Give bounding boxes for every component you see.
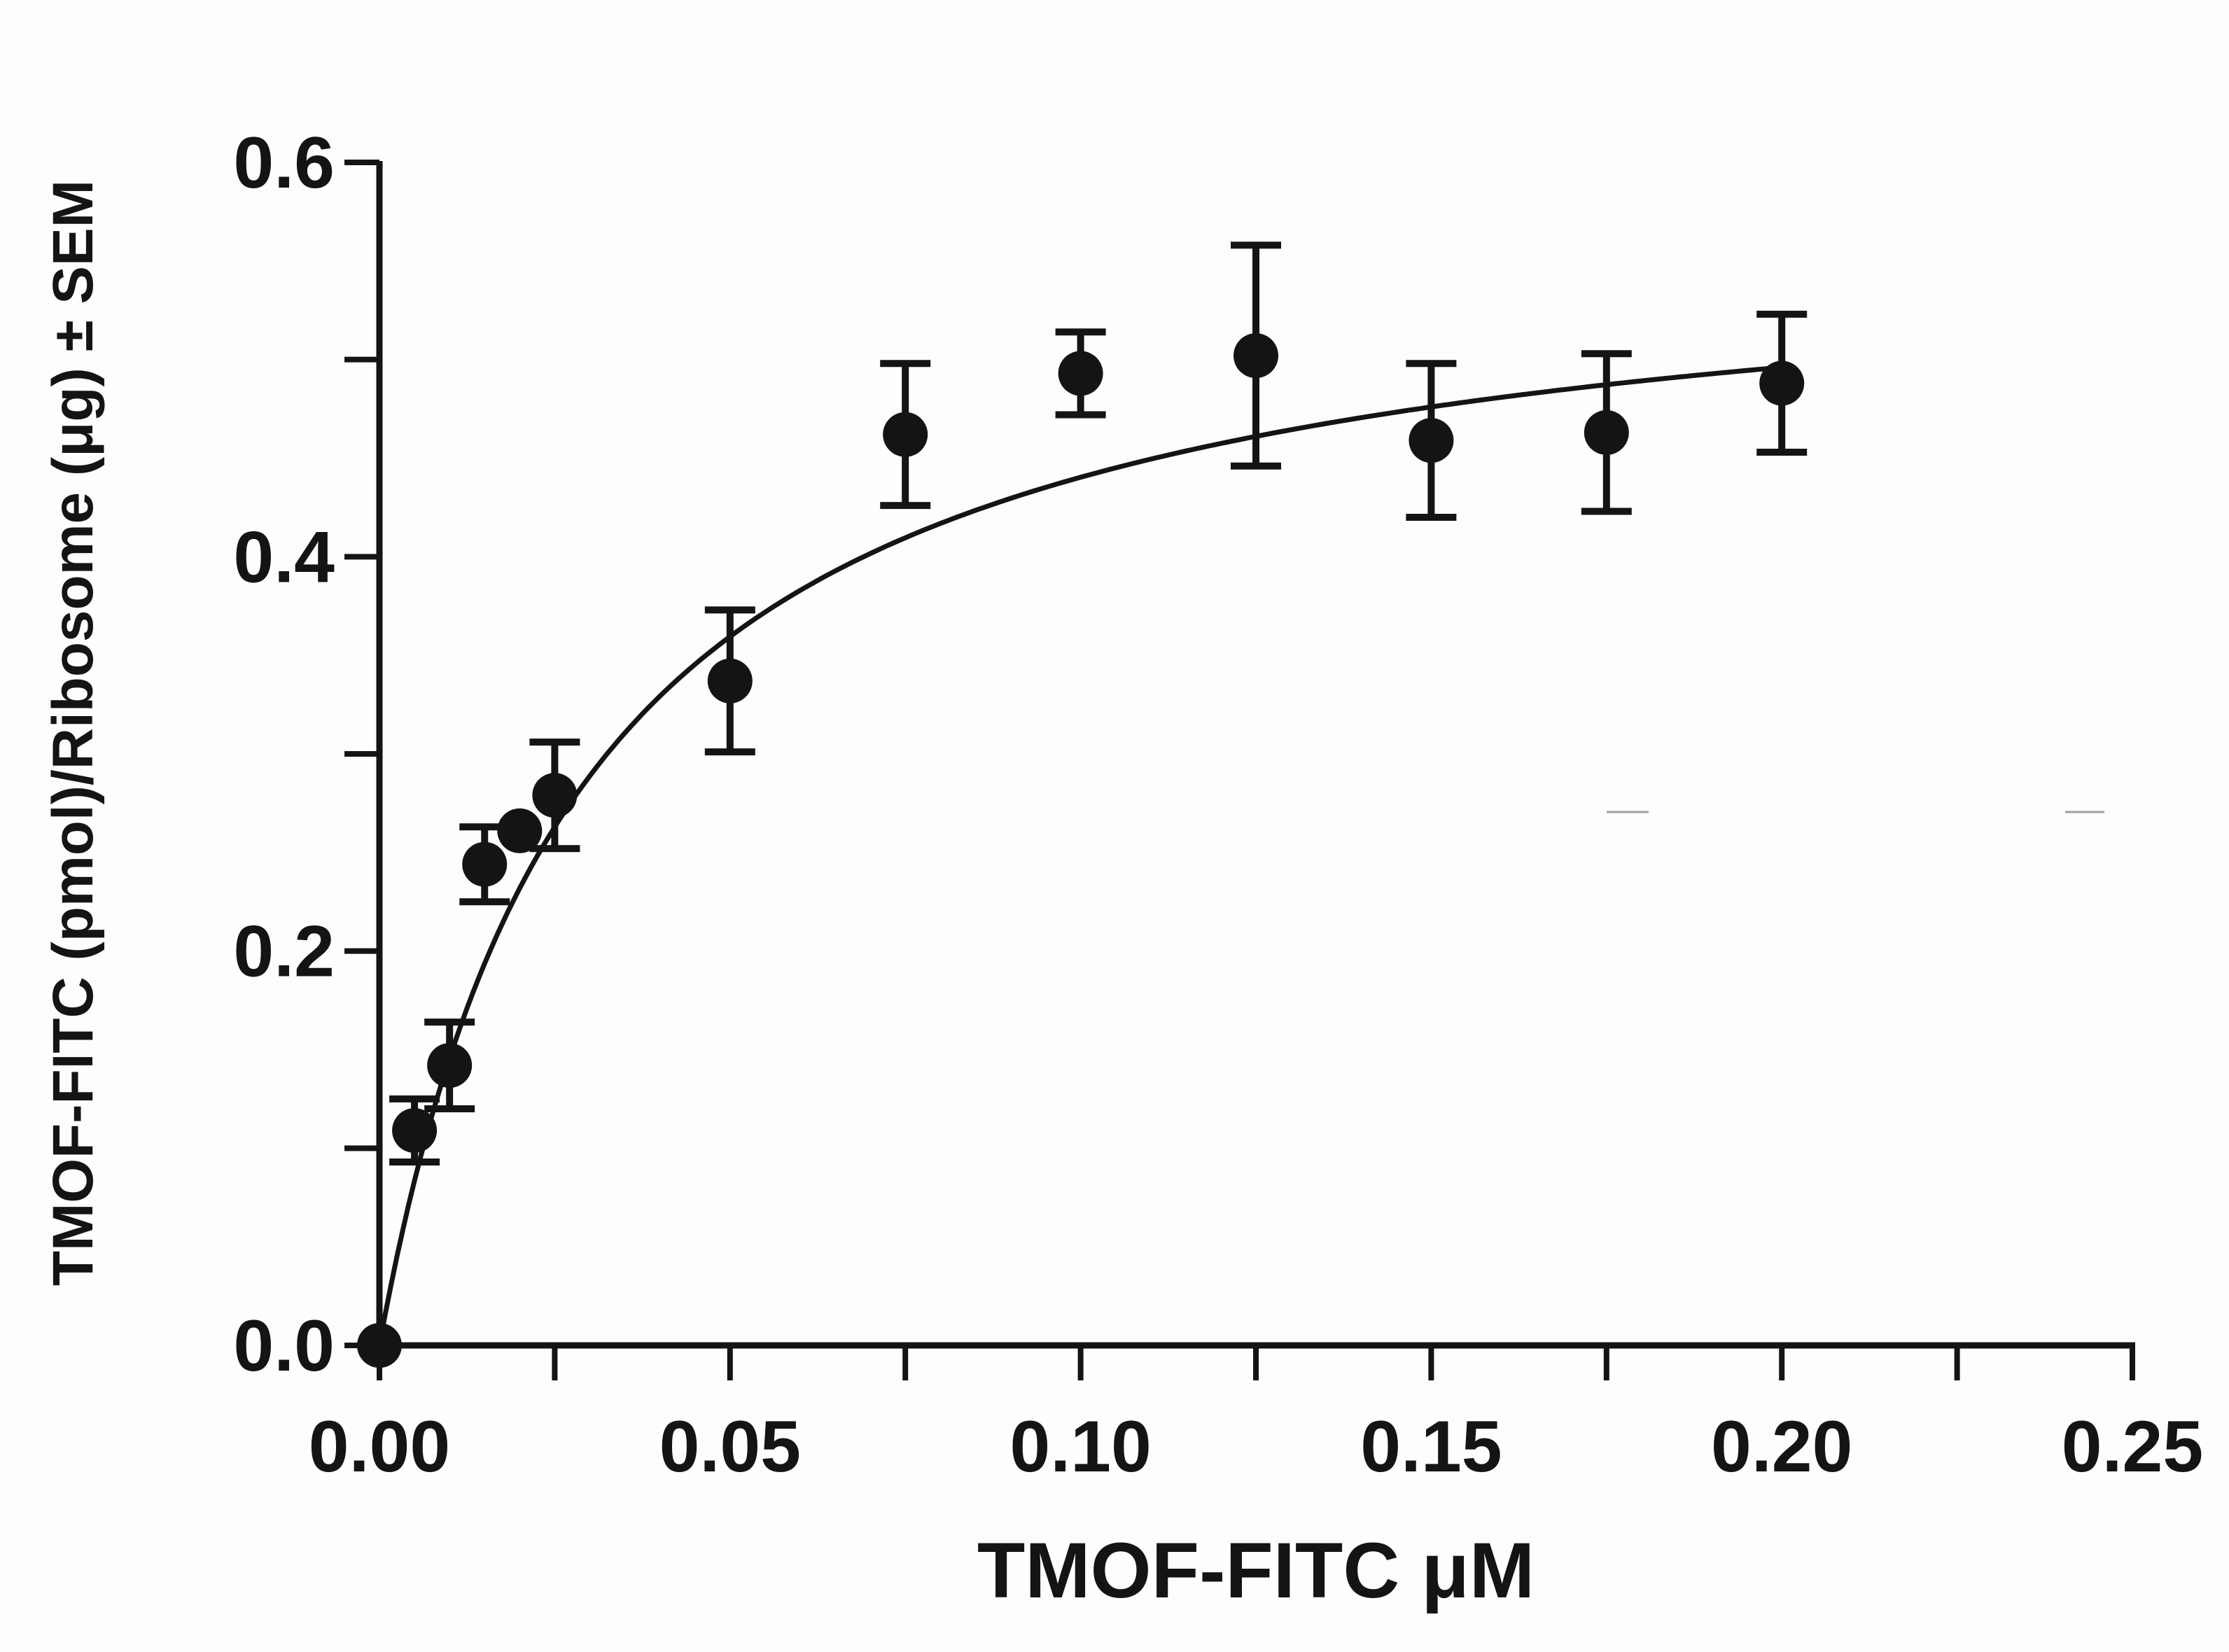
data-point-9: [1234, 333, 1278, 379]
data-point-3: [462, 841, 508, 887]
fit-curve: [377, 365, 1782, 1346]
y-tick-label-0.4: 0.4: [233, 517, 335, 598]
y-tick-label-0.2: 0.2: [233, 911, 335, 993]
data-point-10: [1409, 418, 1454, 463]
x-axis-title: TMOF-FITC μM: [977, 1527, 1535, 1614]
data-point-8: [1058, 351, 1103, 396]
data-point-7: [883, 412, 928, 457]
data-point-12: [1759, 360, 1805, 406]
x-tick-label-0.10: 0.10: [1009, 1406, 1151, 1488]
data-point-2: [427, 1043, 473, 1088]
plot-area: [357, 241, 1808, 1368]
data-point-4: [497, 808, 543, 853]
y-axis-title: TMOF-FITC (pmol)/Ribosome (μg) ± SEM: [41, 180, 105, 1286]
x-tick-label-0.05: 0.05: [659, 1406, 801, 1488]
data-point-1: [392, 1107, 438, 1153]
x-tick-label-0.25: 0.25: [2062, 1406, 2203, 1488]
x-tick-label-0.00: 0.00: [309, 1406, 450, 1488]
ticks: 0.0 0.2 0.4 0.6 0.00 0.05 0.10 0.15 0.20 0.25: [233, 122, 2203, 1488]
data-point-11: [1584, 410, 1629, 455]
data-point-6: [707, 658, 753, 704]
data-point-5: [532, 773, 578, 818]
y-tick-label-0.6: 0.6: [233, 122, 335, 204]
x-tick-label-0.15: 0.15: [1360, 1406, 1502, 1488]
x-tick-label-0.20: 0.20: [1711, 1406, 1852, 1488]
y-tick-label-0.0: 0.0: [233, 1306, 335, 1387]
